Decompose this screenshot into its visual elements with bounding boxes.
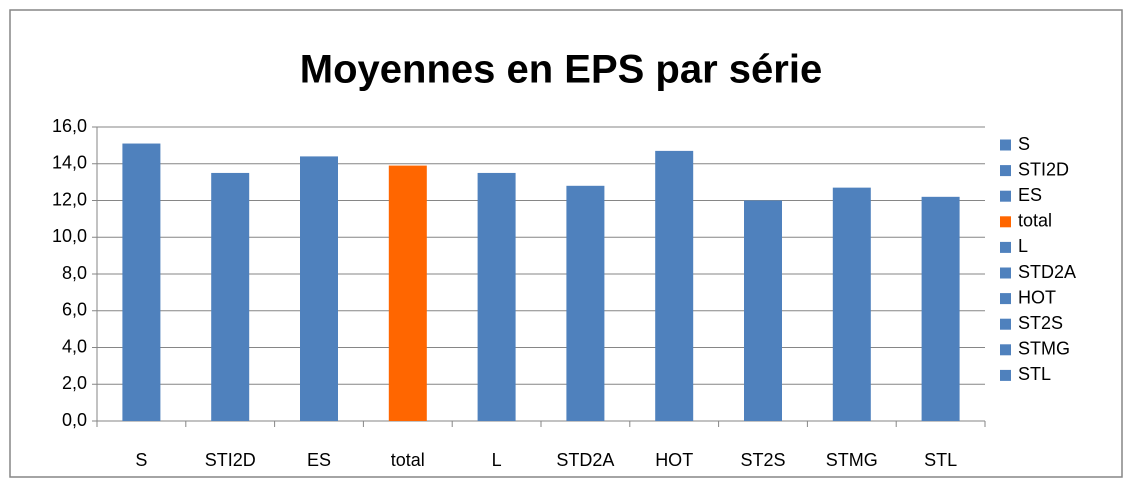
x-tick-label: total	[391, 450, 425, 470]
y-tick-label: 16,0	[52, 116, 87, 136]
legend-label: STI2D	[1018, 159, 1069, 179]
legend-label: HOT	[1018, 287, 1056, 307]
bar	[211, 172, 250, 421]
bar	[832, 187, 871, 421]
legend-label: total	[1018, 211, 1052, 231]
legend-label: S	[1018, 134, 1030, 154]
legend-swatch	[1000, 241, 1011, 253]
bar	[122, 143, 161, 421]
bar	[388, 165, 427, 421]
legend-swatch	[1000, 369, 1011, 381]
y-tick-label: 4,0	[62, 336, 87, 356]
x-tick-label: ES	[307, 450, 331, 470]
x-tick-label: STL	[924, 450, 957, 470]
legend-swatch	[1000, 293, 1011, 305]
bar	[655, 150, 694, 421]
legend-swatch	[1000, 344, 1011, 356]
x-tick-label: ST2S	[740, 450, 785, 470]
legend-swatch	[1000, 139, 1011, 151]
x-tick-label: HOT	[655, 450, 693, 470]
y-tick-label: 10,0	[52, 226, 87, 246]
legend-label: ST2S	[1018, 313, 1063, 333]
legend-swatch	[1000, 216, 1011, 228]
x-tick-label: STI2D	[205, 450, 256, 470]
legend-swatch	[1000, 165, 1011, 177]
y-tick-label: 0,0	[62, 410, 87, 430]
bar	[300, 156, 338, 421]
bar	[477, 172, 516, 421]
bar	[566, 185, 605, 421]
legend-label: L	[1018, 236, 1028, 256]
chart-title: Moyennes en EPS par série	[300, 48, 822, 92]
legend-label: STD2A	[1018, 262, 1076, 282]
legend-swatch	[1000, 318, 1011, 330]
legend-swatch	[1000, 267, 1011, 279]
legend-label: ES	[1018, 185, 1042, 205]
legend-swatch	[1000, 190, 1011, 202]
bar	[744, 200, 782, 421]
x-tick-label: STD2A	[556, 450, 614, 470]
y-tick-label: 6,0	[62, 300, 87, 320]
y-tick-label: 12,0	[52, 189, 87, 209]
y-tick-label: 14,0	[52, 153, 87, 173]
y-tick-label: 8,0	[62, 263, 87, 283]
x-tick-label: STMG	[826, 450, 878, 470]
bar	[921, 196, 960, 421]
y-tick-label: 2,0	[62, 373, 87, 393]
legend-label: STL	[1018, 364, 1051, 384]
x-tick-label: L	[492, 450, 502, 470]
legend-label: STMG	[1018, 339, 1070, 359]
x-tick-label: S	[135, 450, 147, 470]
